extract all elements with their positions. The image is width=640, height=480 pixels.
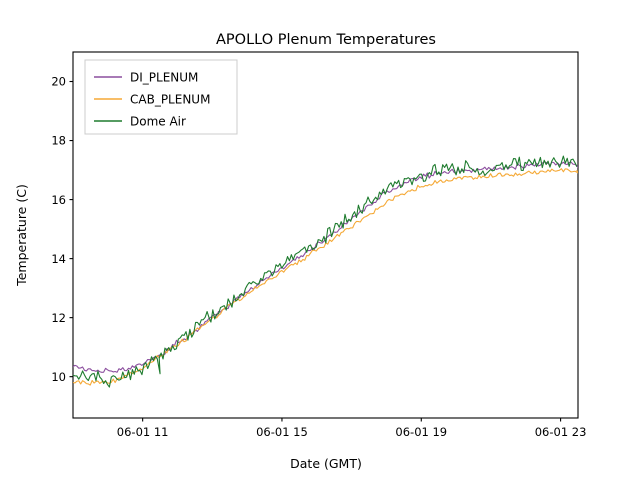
y-tick-label: 10	[51, 370, 66, 384]
series-line-dome-air	[73, 155, 578, 388]
y-tick-label: 20	[51, 75, 66, 89]
y-axis-label: Temperature (C)	[14, 184, 29, 287]
x-tick-label: 06-01 19	[395, 425, 447, 439]
legend-label-dome-air: Dome Air	[130, 114, 186, 128]
plot-frame	[72, 51, 579, 419]
chart-title: APOLLO Plenum Temperatures	[216, 32, 436, 48]
x-tick-label: 06-01 15	[256, 425, 308, 439]
series-line-cab-plenum	[73, 168, 578, 386]
series-layer	[73, 155, 578, 388]
y-tick-label: 12	[51, 311, 66, 325]
y-tick-label: 18	[51, 134, 66, 148]
x-tick-label: 06-01 11	[117, 425, 169, 439]
y-tick-label: 16	[51, 193, 66, 207]
x-tick-label: 06-01 23	[535, 425, 587, 439]
legend-label-di-plenum: DI_PLENUM	[130, 70, 198, 84]
y-tick-label: 14	[51, 252, 66, 266]
y-axis-ticks: 10 12 14 16 18 20	[51, 75, 73, 384]
x-axis-label: Date (GMT)	[290, 456, 362, 471]
x-axis-ticks: 06-01 11 06-01 15 06-01 19 06-01 23	[117, 418, 587, 439]
chart-legend[interactable]: DI_PLENUM CAB_PLENUM Dome Air	[84, 59, 238, 135]
legend-label-cab-plenum: CAB_PLENUM	[130, 92, 210, 106]
